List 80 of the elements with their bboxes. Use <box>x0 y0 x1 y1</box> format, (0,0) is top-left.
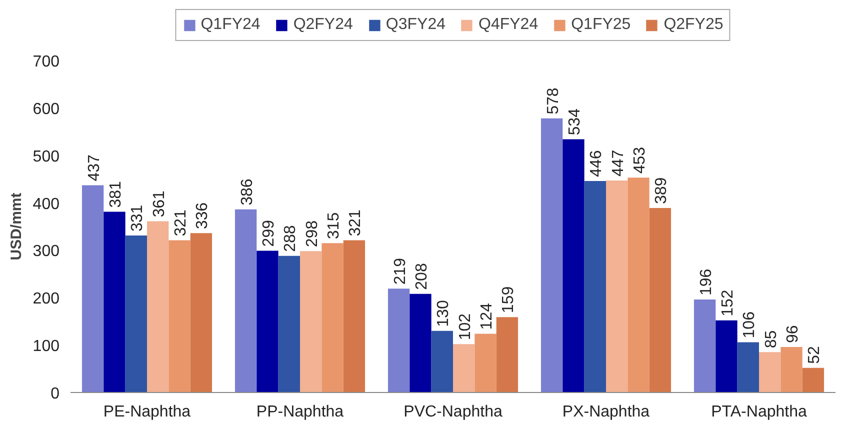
bar <box>343 240 366 392</box>
bar <box>496 317 518 392</box>
data-label: 331 <box>129 204 146 232</box>
data-label: 447 <box>610 150 627 176</box>
x-tick-label: PP-Naphtha <box>256 404 344 420</box>
data-label: 453 <box>632 146 649 174</box>
data-label: 534 <box>566 108 584 136</box>
data-label: 315 <box>326 212 343 240</box>
data-label: 389 <box>653 177 670 204</box>
bar <box>234 209 257 392</box>
y-tick-label: 100 <box>32 338 60 356</box>
bar <box>104 212 126 392</box>
bar <box>584 180 606 392</box>
y-tick-label: 300 <box>32 243 60 260</box>
bar <box>628 178 650 392</box>
data-label: 446 <box>588 150 606 177</box>
bar <box>759 352 781 392</box>
y-axis-title: USD/mmt <box>8 192 25 260</box>
bar <box>300 251 322 392</box>
bar <box>716 320 738 392</box>
x-tick-label: PX-Naphtha <box>562 404 650 420</box>
bar <box>540 118 563 392</box>
bar <box>190 233 212 392</box>
y-tick-label: 200 <box>32 290 60 308</box>
bar <box>431 330 453 392</box>
data-label: 321 <box>172 209 190 236</box>
data-label: 437 <box>86 154 103 182</box>
data-label: 208 <box>413 263 430 290</box>
bar <box>322 243 344 392</box>
data-label: 124 <box>478 302 496 330</box>
bar <box>474 334 496 392</box>
bar <box>168 240 190 392</box>
y-tick-label: 700 <box>32 54 60 70</box>
legend-label: Q2FY24 <box>293 16 353 34</box>
bar <box>649 208 672 392</box>
legend-label: Q1FY25 <box>571 16 631 34</box>
data-label: 298 <box>304 220 321 248</box>
data-label: 152 <box>719 290 736 316</box>
bar <box>278 256 300 392</box>
bar <box>256 250 278 392</box>
bar <box>737 342 759 392</box>
data-label: 381 <box>107 181 124 208</box>
bar <box>453 344 475 392</box>
y-tick-label: 400 <box>32 196 60 213</box>
data-label: 219 <box>392 258 409 285</box>
y-tick-label: 500 <box>32 148 60 166</box>
bar <box>147 221 169 392</box>
data-label: 196 <box>698 268 715 296</box>
data-label: 106 <box>741 311 758 338</box>
bar <box>388 288 410 392</box>
bar <box>780 346 802 392</box>
data-label: 288 <box>282 225 300 252</box>
legend-label: Q3FY24 <box>386 16 446 34</box>
data-label: 52 <box>806 346 824 364</box>
data-label: 336 <box>194 202 212 230</box>
data-label: 299 <box>260 220 278 247</box>
legend-label: Q4FY24 <box>478 16 538 34</box>
data-label: 386 <box>238 178 256 206</box>
bar <box>694 300 716 392</box>
legend-label: Q2FY25 <box>664 16 724 34</box>
y-tick-label: 0 <box>50 386 60 402</box>
data-label: 159 <box>500 286 518 314</box>
bar <box>410 294 432 392</box>
data-label: 102 <box>456 313 474 340</box>
bar <box>125 236 147 392</box>
data-label: 578 <box>544 88 562 114</box>
data-label: 85 <box>762 330 780 348</box>
data-label: 96 <box>784 325 802 343</box>
data-label: 321 <box>347 209 364 236</box>
x-tick-label: PE-Naphtha <box>103 404 191 420</box>
bar <box>802 368 824 392</box>
x-tick-label: PVC-Naphtha <box>404 404 502 420</box>
bar <box>562 139 584 392</box>
bar <box>606 180 628 392</box>
data-label: 130 <box>435 300 452 327</box>
legend-label: Q1FY24 <box>200 16 260 34</box>
x-tick-label: PTA-Naphtha <box>711 404 807 420</box>
y-tick-label: 600 <box>32 100 60 118</box>
bar <box>82 185 104 392</box>
data-label: 361 <box>150 190 168 218</box>
